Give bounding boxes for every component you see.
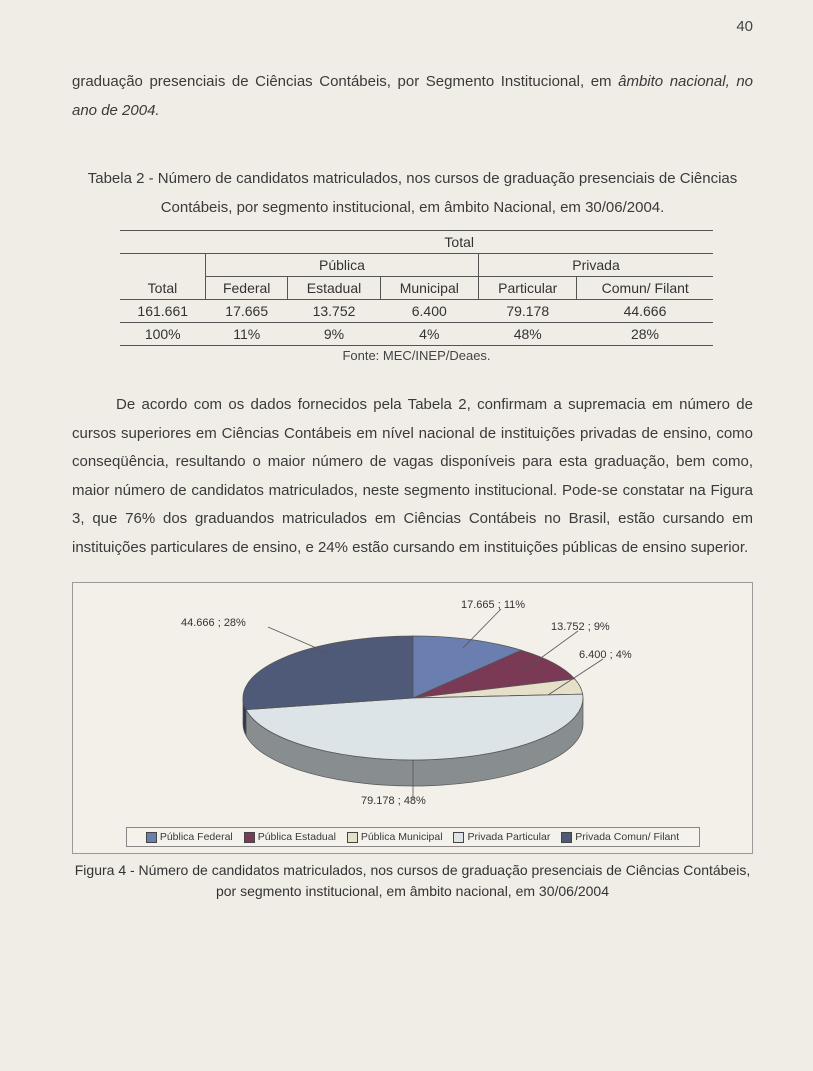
cell: 17.665	[205, 300, 288, 323]
col-particular: Particular	[479, 277, 577, 300]
fonte: Fonte: MEC/INEP/Deaes.	[120, 348, 713, 363]
head-rowlabel: Total	[120, 277, 205, 300]
tabela-2: Total Pública Privada Total Federal Esta…	[120, 230, 713, 346]
legend-text: Pública Federal	[160, 831, 233, 843]
empty-cell	[120, 254, 205, 277]
legend: Pública Federal Pública Estadual Pública…	[126, 827, 700, 847]
col-municipal: Municipal	[380, 277, 478, 300]
slice-label-0: 17.665 ; 11%	[461, 599, 525, 611]
legend-item: Privada Comun/ Filant	[561, 831, 679, 843]
slice-label-1: 13.752 ; 9%	[551, 621, 610, 633]
tabela-caption: Tabela 2 - Número de candidatos matricul…	[72, 165, 753, 222]
legend-item: Pública Estadual	[244, 831, 336, 843]
legend-text: Pública Municipal	[361, 831, 443, 843]
slice-label-3: 79.178 ; 48%	[361, 795, 426, 807]
legend-item: Pública Municipal	[347, 831, 443, 843]
paragraph-1: graduação presenciais de Ciências Contáb…	[72, 68, 753, 125]
col-federal: Federal	[205, 277, 288, 300]
legend-text: Pública Estadual	[258, 831, 336, 843]
swatch-icon	[244, 832, 255, 843]
cell: 6.400	[380, 300, 478, 323]
cell: 13.752	[288, 300, 380, 323]
cell: 79.178	[479, 300, 577, 323]
cell: 100%	[120, 323, 205, 346]
head-privada: Privada	[479, 254, 714, 277]
head-total: Total	[205, 231, 713, 254]
slice-label-2: 6.400 ; 4%	[579, 649, 632, 661]
cell: 11%	[205, 323, 288, 346]
swatch-icon	[561, 832, 572, 843]
figura-caption: Figura 4 - Número de candidatos matricul…	[72, 860, 753, 902]
legend-text: Privada Particular	[467, 831, 550, 843]
empty-cell	[120, 231, 205, 254]
cell: 161.661	[120, 300, 205, 323]
cell: 9%	[288, 323, 380, 346]
swatch-icon	[347, 832, 358, 843]
paragraph-1a: graduação presenciais de Ciências Contáb…	[72, 73, 618, 90]
col-comun: Comun/ Filant	[577, 277, 713, 300]
col-estadual: Estadual	[288, 277, 380, 300]
paragraph-2: De acordo com os dados fornecidos pela T…	[72, 391, 753, 562]
chart-box: 17.665 ; 11% 13.752 ; 9% 6.400 ; 4% 79.1…	[72, 582, 753, 854]
page: 40 graduação presenciais de Ciências Con…	[0, 0, 813, 912]
cell: 48%	[479, 323, 577, 346]
cell: 44.666	[577, 300, 713, 323]
cell: 28%	[577, 323, 713, 346]
tabela-wrap: Total Pública Privada Total Federal Esta…	[120, 230, 713, 363]
swatch-icon	[146, 832, 157, 843]
head-publica: Pública	[205, 254, 478, 277]
cell: 4%	[380, 323, 478, 346]
page-number: 40	[736, 18, 753, 35]
legend-item: Privada Particular	[453, 831, 550, 843]
legend-item: Pública Federal	[146, 831, 233, 843]
legend-text: Privada Comun/ Filant	[575, 831, 679, 843]
pie-chart: 17.665 ; 11% 13.752 ; 9% 6.400 ; 4% 79.1…	[81, 593, 744, 823]
slice-label-4: 44.666 ; 28%	[181, 617, 246, 629]
swatch-icon	[453, 832, 464, 843]
